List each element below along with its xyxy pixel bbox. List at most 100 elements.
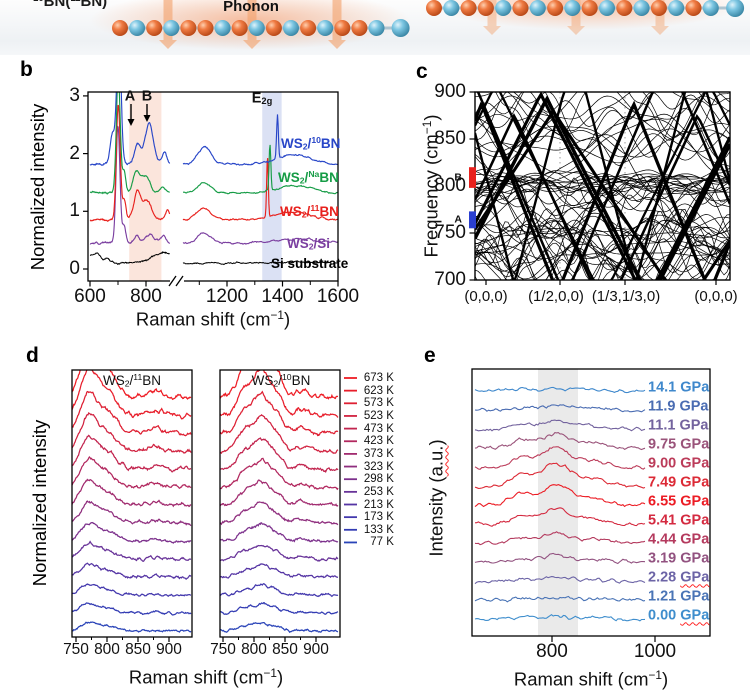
pressure-spectrum bbox=[474, 614, 646, 622]
temperature-spectrum bbox=[72, 456, 192, 489]
boron-atom bbox=[477, 0, 494, 16]
panel-b-plot bbox=[83, 91, 339, 287]
boron-atom bbox=[112, 20, 128, 36]
temperature-spectrum bbox=[72, 521, 192, 544]
panel-c-plot bbox=[469, 91, 731, 285]
boron-atom bbox=[180, 20, 197, 36]
temperature-spectrum bbox=[72, 478, 192, 508]
temperature-spectrum bbox=[72, 370, 192, 420]
nitrogen-atom bbox=[214, 20, 231, 36]
pressure-spectrum bbox=[474, 432, 646, 451]
pressure-spectrum bbox=[474, 404, 646, 413]
boron-atom bbox=[616, 0, 633, 16]
pressure-spectrum bbox=[474, 462, 646, 489]
phonon-bands bbox=[475, 92, 730, 280]
schematic bbox=[90, 0, 745, 50]
pressure-spectrum bbox=[474, 576, 646, 585]
boron-atom bbox=[300, 20, 317, 36]
nitrogen-atom bbox=[163, 20, 180, 36]
panel-e-plot bbox=[471, 368, 711, 642]
pressure-spectrum bbox=[474, 507, 646, 527]
phonon-arrow-icon bbox=[243, 0, 261, 49]
temperature-spectrum bbox=[220, 621, 339, 634]
nitrogen-atom bbox=[668, 0, 685, 16]
boron-atom bbox=[581, 0, 598, 16]
boron-atom bbox=[146, 20, 163, 36]
temperature-spectrum bbox=[220, 602, 339, 615]
temperature-spectrum bbox=[220, 457, 339, 491]
spectrum-curve bbox=[89, 92, 338, 167]
boron-atom bbox=[334, 20, 351, 36]
nitrogen-atom bbox=[317, 20, 334, 36]
temperature-spectrum bbox=[220, 370, 339, 418]
nitrogen-atom bbox=[633, 0, 650, 16]
temperature-spectrum bbox=[72, 621, 192, 633]
nitrogen-atom bbox=[702, 0, 719, 16]
spectrum-curve bbox=[89, 104, 338, 222]
panel-d-plot bbox=[71, 369, 357, 642]
pressure-spectrum bbox=[474, 531, 646, 546]
temperature-spectrum bbox=[220, 544, 339, 562]
pressure-spectrum bbox=[474, 484, 646, 508]
nitrogen-atom bbox=[391, 19, 410, 37]
panel-b-frame bbox=[87, 91, 339, 282]
phonon-arrow-icon bbox=[328, 0, 346, 49]
boron-atom bbox=[460, 0, 477, 16]
highlight-band-ab bbox=[129, 92, 162, 281]
nitrogen-atom bbox=[599, 0, 615, 16]
pressure-spectrum bbox=[474, 419, 646, 432]
temperature-spectrum bbox=[72, 434, 191, 473]
temperature-spectrum bbox=[220, 501, 339, 526]
temperature-spectrum bbox=[220, 522, 339, 544]
temperature-spectrum bbox=[72, 583, 192, 597]
nitrogen-atom bbox=[443, 0, 460, 16]
marker-a bbox=[469, 211, 476, 229]
panel-d-frame bbox=[71, 369, 193, 638]
boron-atom bbox=[231, 20, 248, 36]
nitrogen-atom bbox=[495, 0, 512, 16]
boron-atom bbox=[512, 0, 529, 16]
boron-atom bbox=[197, 20, 214, 36]
nitrogen-atom bbox=[564, 0, 581, 16]
temperature-spectrum bbox=[220, 479, 339, 507]
boron-atom bbox=[426, 0, 442, 16]
boron-atom bbox=[547, 0, 564, 16]
pressure-spectrum bbox=[474, 552, 646, 565]
nitrogen-atom bbox=[283, 20, 299, 36]
temperature-spectrum bbox=[72, 390, 192, 437]
temperature-spectrum bbox=[72, 370, 192, 401]
e-highlight-band bbox=[538, 369, 578, 636]
nitrogen-atom bbox=[248, 20, 265, 36]
arrow-b-icon bbox=[143, 115, 151, 122]
phonon-arrow-icon bbox=[159, 0, 177, 49]
temperature-spectrum bbox=[220, 437, 339, 474]
boron-atom bbox=[685, 0, 702, 16]
boron-atom bbox=[650, 0, 667, 16]
pressure-spectrum bbox=[474, 446, 646, 470]
temperature-spectrum bbox=[220, 583, 339, 598]
temperature-spectrum bbox=[220, 563, 339, 579]
spectrum-curve bbox=[89, 125, 338, 245]
arrow-a-icon bbox=[127, 119, 135, 126]
nitrogen-atom bbox=[129, 20, 146, 36]
panel-e-frame bbox=[471, 368, 711, 637]
temperature-spectrum bbox=[220, 390, 339, 437]
pressure-spectrum bbox=[474, 386, 646, 394]
temperature-spectrum bbox=[220, 414, 339, 454]
temperature-spectrum bbox=[72, 562, 192, 580]
pressure-spectrum bbox=[474, 595, 646, 603]
temperature-spectrum bbox=[72, 602, 192, 616]
temperature-spectrum bbox=[220, 370, 339, 400]
spectrum-curve bbox=[89, 92, 338, 195]
panel-d-frame bbox=[219, 369, 341, 638]
temperature-spectrum bbox=[72, 500, 192, 527]
boron-atom bbox=[265, 20, 282, 36]
temperature-spectrum bbox=[72, 540, 192, 562]
temperature-spectrum bbox=[72, 412, 192, 454]
nitrogen-atom bbox=[726, 0, 745, 17]
marker-b bbox=[469, 167, 476, 188]
spectrum-curve bbox=[89, 251, 338, 266]
boron-atom bbox=[351, 20, 368, 36]
